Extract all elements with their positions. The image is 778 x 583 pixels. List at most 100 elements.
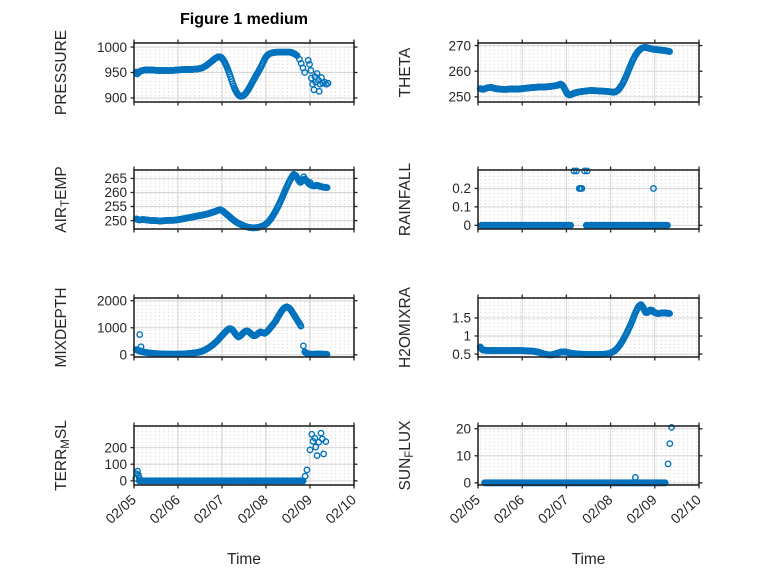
y-tick-label: 1	[463, 329, 471, 344]
x-tick-label: 02/05	[446, 491, 483, 526]
y-tick-label: 250	[104, 213, 127, 228]
marker	[313, 452, 321, 459]
marker	[301, 472, 309, 480]
marker	[137, 343, 145, 351]
y-axis-label-air-temp: AIRTEMP	[53, 166, 72, 232]
marker	[315, 87, 323, 95]
y-axis-label-part: LUX	[397, 420, 414, 451]
subplot-h2omixra: 0.5 1 1.5 H2OMIXRA	[397, 286, 703, 368]
y-axis-label-theta: THETA	[397, 47, 414, 97]
y-tick-label: 1000	[97, 40, 127, 55]
y-axis-label-mixdepth: MIXDEPTH	[53, 287, 70, 367]
y-tick-labels: 0 100 200	[104, 440, 127, 488]
y-tick-labels: 0 0.1 0.2	[452, 181, 471, 233]
x-axis-label-left: Time	[227, 551, 261, 568]
y-tick-label: 270	[448, 38, 471, 53]
y-axis-label-part: M	[60, 439, 72, 449]
x-tick-label: 02/07	[190, 491, 227, 526]
y-tick-label: 900	[104, 91, 127, 106]
y-tick-label: 255	[104, 199, 127, 214]
y-axis-label-part: AIR	[53, 207, 70, 233]
y-axis-label-part: SL	[53, 420, 70, 439]
marker	[313, 70, 321, 77]
axes-box	[477, 42, 700, 103]
marker	[668, 423, 675, 431]
major-grid	[478, 298, 699, 357]
axes-box	[133, 425, 355, 486]
marker	[297, 322, 305, 330]
subplot-rainfall: 0 0.1 0.2 RAINFALL	[397, 163, 703, 237]
marker	[307, 67, 315, 74]
tick-marks	[130, 294, 358, 361]
y-axis-label-part: EMP	[53, 166, 70, 200]
tick-marks	[130, 166, 358, 233]
y-axis-label-part: PRESSURE	[53, 30, 70, 115]
y-tick-label: 950	[104, 65, 127, 80]
y-axis-label-part: THETA	[397, 47, 414, 97]
y-axis-label-rainfall: RAINFALL	[397, 163, 414, 237]
marker	[570, 167, 578, 175]
axes-box	[477, 297, 700, 358]
x-tick-label: 02/08	[234, 491, 271, 526]
y-tick-label: 0.1	[452, 200, 471, 215]
marker	[312, 443, 320, 451]
y-tick-label: 250	[448, 90, 471, 105]
x-tick-label: 02/06	[146, 491, 183, 526]
marker	[306, 178, 314, 186]
y-axis-label-part: RAINFALL	[397, 163, 414, 237]
subplot-sun-flux: 0 10 20 SUNFLUX 02/05 02/06 02/07 02/08 02/09 02/…	[397, 420, 704, 527]
y-tick-label: 200	[104, 440, 127, 455]
marker	[666, 48, 673, 55]
marker	[650, 185, 657, 192]
y-axis-label-part: MIXDEPTH	[53, 287, 70, 367]
x-tick-label: 02/07	[535, 491, 572, 526]
y-tick-label: 0.2	[452, 181, 471, 196]
y-axis-label-terr-msl: TERRMSL	[53, 420, 72, 491]
y-axis-label-sun-flux: SUNFLUX	[397, 420, 416, 491]
x-tick-label: 02/09	[278, 491, 315, 526]
y-tick-label: 265	[104, 171, 127, 186]
subplot-mixdepth: 0 1000 2000 MIXDEPTH	[53, 287, 358, 368]
marker	[134, 467, 141, 475]
y-tick-label: 0	[119, 348, 127, 363]
y-axis-label-part: TERR	[53, 449, 70, 491]
marker	[136, 331, 144, 338]
y-axis-label-part: H2OMIXRA	[397, 286, 414, 368]
x-tick-labels: 02/05 02/06 02/07 02/08 02/09 02/10	[446, 491, 704, 526]
marker	[320, 450, 328, 458]
marker	[306, 446, 314, 454]
marker	[315, 438, 323, 446]
y-tick-label: 10	[456, 448, 471, 463]
minor-grid	[478, 170, 699, 229]
y-tick-label: 0	[463, 218, 471, 233]
marker	[583, 167, 591, 175]
marker	[322, 438, 330, 446]
marker	[311, 434, 319, 442]
y-axis-label-part: SUN	[397, 458, 414, 491]
marker	[301, 69, 309, 76]
axes-box	[477, 169, 700, 230]
tick-marks	[474, 39, 703, 106]
y-axis-label-part: T	[60, 200, 72, 207]
y-tick-label: 1000	[97, 320, 127, 335]
x-tick-label: 02/06	[490, 491, 527, 526]
x-tick-label: 02/10	[667, 491, 704, 526]
major-grid	[478, 43, 699, 102]
marker	[573, 167, 580, 175]
y-tick-labels: 0 10 20	[456, 421, 471, 490]
marker	[135, 474, 143, 482]
axes-box	[133, 169, 355, 230]
x-tick-label: 02/09	[623, 491, 660, 526]
x-tick-label: 02/05	[102, 491, 139, 526]
y-tick-labels: 250 260 270	[448, 38, 471, 104]
y-tick-labels: 0 1000 2000	[97, 293, 127, 362]
y-tick-label: 1.5	[452, 311, 471, 326]
tick-marks	[130, 422, 358, 489]
y-tick-labels: 0.5 1 1.5	[452, 311, 471, 362]
tick-marks	[474, 294, 703, 361]
y-tick-label: 260	[104, 185, 127, 200]
